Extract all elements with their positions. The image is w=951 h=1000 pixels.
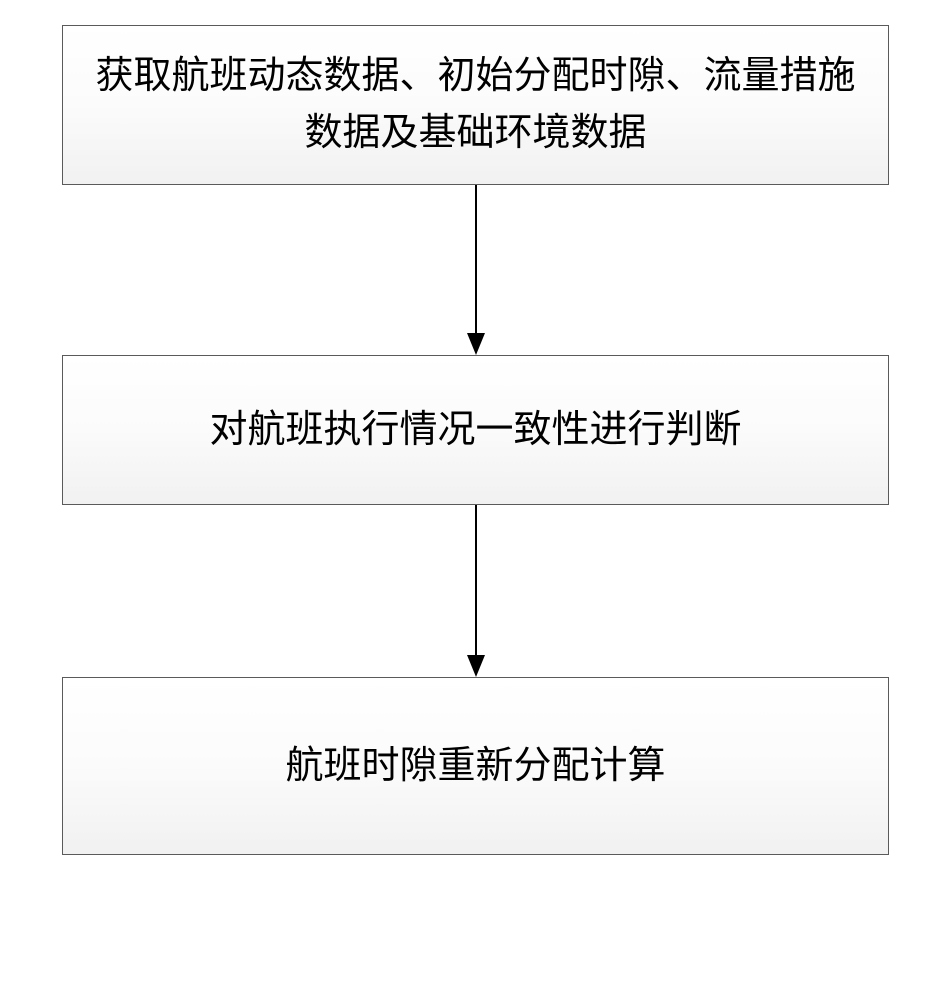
flowchart-arrow-1 [467,185,485,355]
arrow-line [475,505,477,655]
node-3-label: 航班时隙重新分配计算 [285,738,665,795]
arrow-line [475,185,477,333]
arrow-head-icon [467,655,485,677]
flowchart-node-1: 获取航班动态数据、初始分配时隙、流量措施数据及基础环境数据 [62,25,889,185]
flowchart-node-2: 对航班执行情况一致性进行判断 [62,355,889,505]
node-2-label: 对航班执行情况一致性进行判断 [209,402,741,459]
flowchart-arrow-2 [467,505,485,677]
arrow-head-icon [467,333,485,355]
node-1-label: 获取航班动态数据、初始分配时隙、流量措施数据及基础环境数据 [93,48,858,162]
flowchart-container: 获取航班动态数据、初始分配时隙、流量措施数据及基础环境数据 对航班执行情况一致性… [0,0,951,855]
flowchart-node-3: 航班时隙重新分配计算 [62,677,889,855]
